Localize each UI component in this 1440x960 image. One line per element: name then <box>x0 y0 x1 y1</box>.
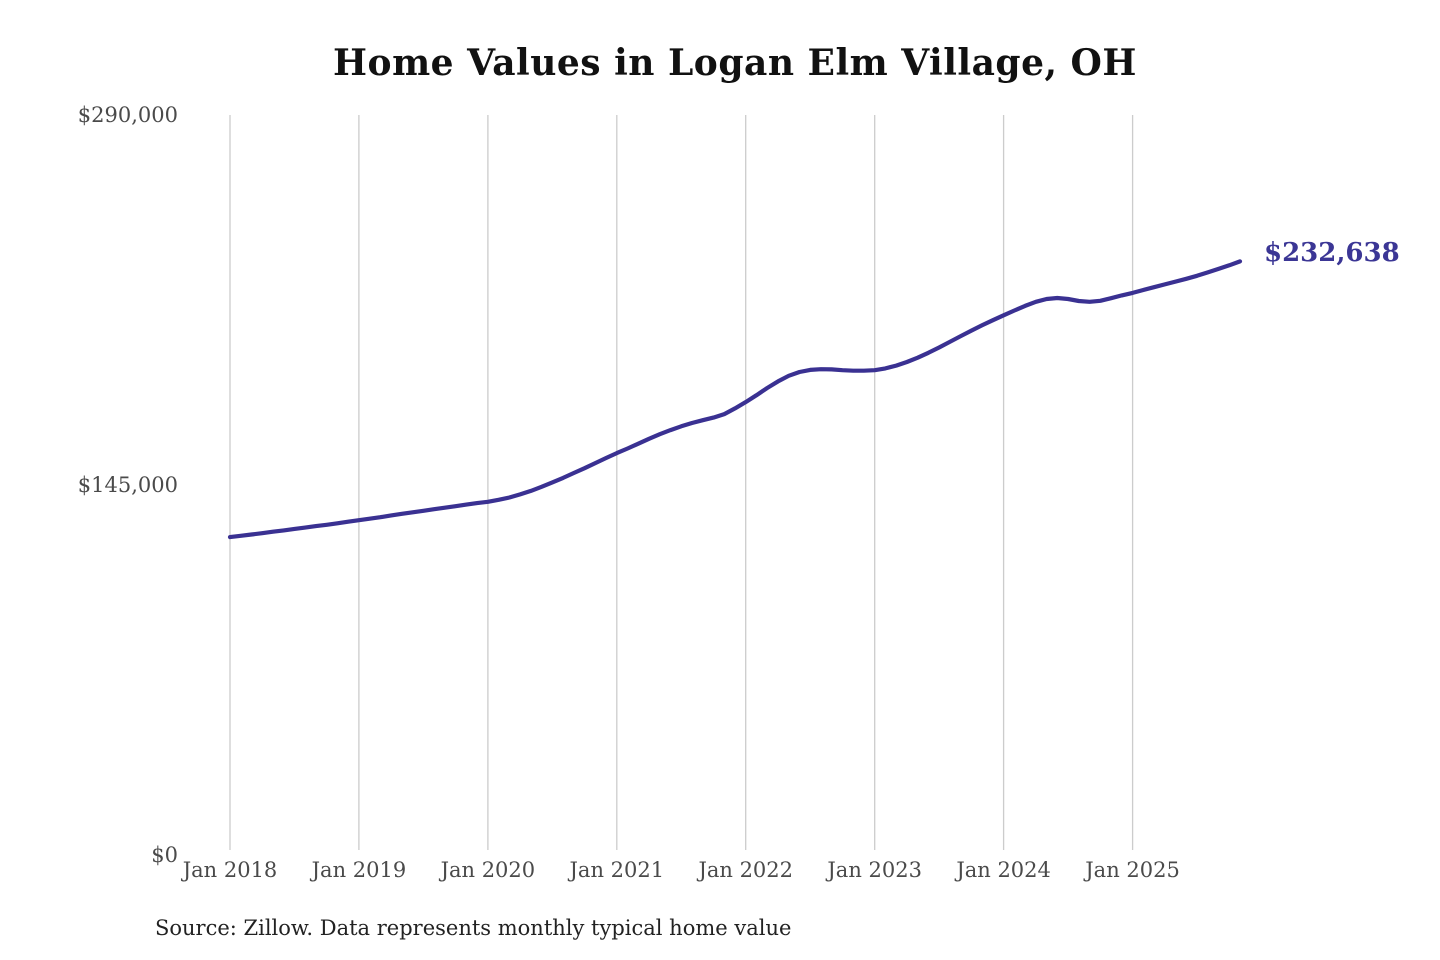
x-axis-tick-label-jan-2025: Jan 2025 <box>1085 858 1180 882</box>
latest-value-label: $232,638 <box>1264 238 1400 269</box>
x-axis-tick-label-jan-2022: Jan 2022 <box>698 858 794 882</box>
x-axis-tick-label-jan-2018: Jan 2018 <box>182 858 278 882</box>
y-axis-tick-label-290000: $290,000 <box>77 103 178 127</box>
x-axis-tick-label-jan-2020: Jan 2020 <box>440 858 536 882</box>
x-axis-tick-label-jan-2019: Jan 2019 <box>311 858 407 882</box>
chart-title: Home Values in Logan Elm Village, OH <box>333 42 1137 84</box>
home-value-line <box>227 259 1243 540</box>
source-note: Source: Zillow. Data represents monthly … <box>155 916 792 940</box>
x-axis-tick-label-jan-2024: Jan 2024 <box>956 858 1051 882</box>
y-axis-tick-label-145000: $145,000 <box>77 473 178 497</box>
y-axis-tick-label-0: $0 <box>151 843 178 867</box>
x-axis-tick-label-jan-2023: Jan 2023 <box>827 858 922 882</box>
x-axis-tick-label-jan-2021: Jan 2021 <box>569 858 665 882</box>
